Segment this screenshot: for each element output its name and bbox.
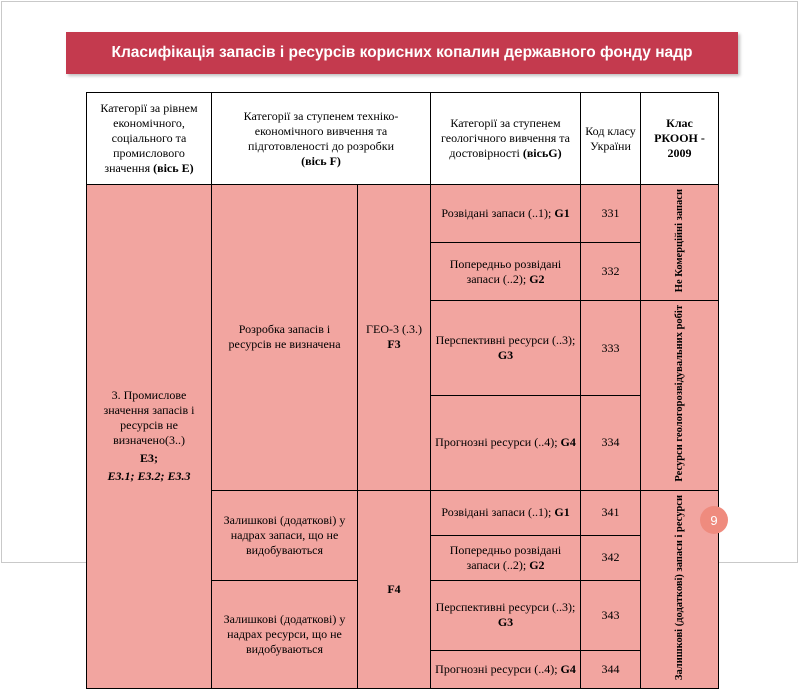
g-category-code: G3 xyxy=(497,615,514,630)
table-row: Перспективні ресурси (..3); G3 333 Ресур… xyxy=(87,300,720,491)
f-axis-geo-text: ГЕО-3 (.3.) xyxy=(366,322,422,337)
header-unfc-class-text: Клас РКООН - 2009 xyxy=(654,116,705,160)
g-category-label: Прогнозні ресурси (..4); xyxy=(435,435,558,450)
g-category-label: Перспективні ресурси (..3); xyxy=(435,333,576,348)
g-category-cell: Розвідані запаси (..1); G1 xyxy=(430,183,582,244)
economic-category-code: E3; xyxy=(140,451,158,466)
g-category-cell: Перспективні ресурси (..3); G3 xyxy=(430,300,582,397)
header-class-code: Код класу України xyxy=(580,92,642,185)
header-geological-axis-text: Категорії за ступенем геологічного вивче… xyxy=(441,116,571,160)
header-economic-axis: Категорії за рівнем економічного, соціал… xyxy=(86,92,212,185)
feasibility-cell-residual-resources: Залишкові (додаткові) у надрах ресурси, … xyxy=(211,579,358,689)
feasibility-cell-undetermined: Розробка запасів і ресурсів не визначена xyxy=(211,184,358,491)
g-category-code: G4 xyxy=(560,661,576,676)
unfc-class-residual: Залишкові (додаткові) запаси і ресурси xyxy=(673,494,685,680)
unfc-class-cell: Ресурси геологорозвідувальних робіт xyxy=(640,300,720,491)
class-code-cell: 341 xyxy=(580,489,642,536)
table-row: Прогнозні ресурси (..4); G4 334 xyxy=(87,395,719,491)
g-category-cell: Перспективні ресурси (..3); G3 xyxy=(430,579,582,651)
class-code-cell: 334 xyxy=(580,395,642,491)
class-code-cell: 343 xyxy=(580,579,642,651)
header-class-code-text: Код класу України xyxy=(585,123,636,153)
header-unfc-class: Клас РКООН - 2009 xyxy=(640,92,720,185)
table-row: Попередньо розвідані запаси (..2); G2 33… xyxy=(87,242,719,302)
class-code-cell: 342 xyxy=(580,534,642,581)
page-number: 9 xyxy=(710,512,718,528)
g-category-label: Попередньо розвідані запаси (..2); xyxy=(449,256,562,286)
header-row: Категорії за рівнем економічного, соціал… xyxy=(86,92,720,185)
g-category-cell: Попередньо розвідані запаси (..2); G2 xyxy=(430,534,582,581)
class-code-cell: 344 xyxy=(580,649,642,689)
unfc-class-cell: Не Комерційні запаси xyxy=(640,183,720,302)
class-code-cell: 332 xyxy=(580,242,642,302)
g-category-code: G2 xyxy=(529,271,545,286)
header-geological-axis-label: (вісьG) xyxy=(522,146,562,160)
class-code-cell: 331 xyxy=(580,183,642,244)
class-code-cell: 333 xyxy=(580,300,642,397)
table-row: 3. Промислове значення запасів і ресурсі… xyxy=(86,183,720,689)
g-category-cell: Прогнозні ресурси (..4); G4 xyxy=(430,649,582,689)
g-category-code: G4 xyxy=(560,435,576,450)
header-economic-axis-label: (вісь E) xyxy=(153,161,194,175)
classification-table: Категорії за рівнем економічного, соціал… xyxy=(86,92,720,689)
f-axis-f3-code: F3 xyxy=(387,337,401,352)
feasibility-cell-residual-reserves: Залишкові (додаткові) у надрах запаси, щ… xyxy=(211,489,358,581)
f-axis-cell-f4: F4 xyxy=(356,489,432,689)
header-feasibility-axis-text: Категорії за ступенем техніко-економічно… xyxy=(243,108,399,153)
header-feasibility-axis-label: (вісь F) xyxy=(301,153,341,168)
g-category-label: Перспективні ресурси (..3); xyxy=(435,600,576,615)
g-category-cell: Прогнозні ресурси (..4); G4 xyxy=(430,395,582,491)
page-number-badge: 9 xyxy=(700,506,728,534)
f-axis-f4-code: F4 xyxy=(387,581,401,596)
economic-category-cell: 3. Промислове значення запасів і ресурсі… xyxy=(86,184,212,689)
unfc-class-exploration-resources: Ресурси геологорозвідувальних робіт xyxy=(673,305,685,482)
g-category-label: Прогнозні ресурси (..4); xyxy=(435,661,558,676)
g-category-label: Розвідані запаси (..1); xyxy=(441,505,552,520)
g-category-code: G1 xyxy=(554,505,570,520)
header-feasibility-axis: Категорії за ступенем техніко-економічно… xyxy=(210,92,432,185)
slide-title: Класифікація запасів і ресурсів корисних… xyxy=(111,44,693,61)
g-category-code: G3 xyxy=(497,348,514,363)
g-category-cell: Розвідані запаси (..1); G1 xyxy=(430,489,582,536)
f-axis-cell-f3: ГЕО-3 (.3.) F3 xyxy=(356,184,432,491)
header-geological-axis: Категорії за ступенем геологічного вивче… xyxy=(430,92,582,185)
g-category-cell: Попередньо розвідані запаси (..2); G2 xyxy=(430,242,582,302)
g-category-code: G1 xyxy=(554,206,570,221)
g-category-label: Розвідані запаси (..1); xyxy=(441,206,552,221)
title-banner: Класифікація запасів і ресурсів корисних… xyxy=(66,32,738,74)
header-economic-axis-text: Категорії за рівнем економічного, соціал… xyxy=(100,101,198,175)
economic-category-text: 3. Промислове значення запасів і ресурсі… xyxy=(103,388,195,448)
economic-category-subcodes: Е3.1; Е3.2; Е3.3 xyxy=(107,469,191,484)
unfc-class-noncommercial: Не Комерційні запаси xyxy=(673,189,685,293)
